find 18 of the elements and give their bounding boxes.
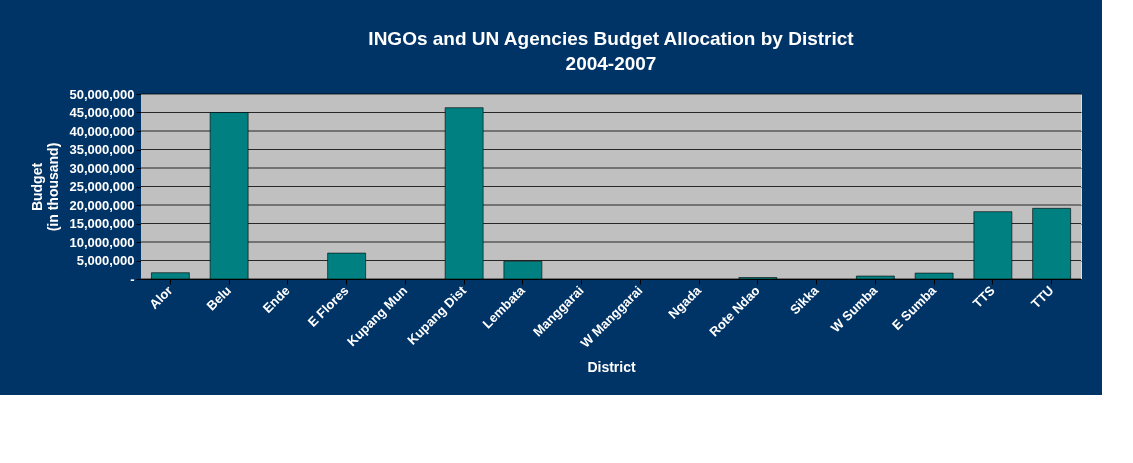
- y-tick-label: 15,000,000: [69, 216, 135, 231]
- y-tick-label: 30,000,000: [69, 160, 135, 176]
- y-tick-label: 5,000,000: [76, 253, 135, 268]
- y-tick-label: 40,000,000: [69, 123, 135, 139]
- y-tick-label: 45,000,000: [69, 105, 135, 120]
- y-tick-label: 35,000,000: [69, 142, 135, 157]
- x-axis-title: District: [587, 358, 636, 375]
- y-tick-label: 10,000,000: [69, 234, 135, 250]
- y-tick-label: 20,000,000: [69, 197, 135, 213]
- x-tick-label: TTS: [969, 282, 999, 311]
- chart-subtitle: 2004-2007: [565, 53, 657, 74]
- y-tick-label: 50,000,000: [69, 86, 135, 102]
- y-axis-title: Budget (in thousand): [29, 142, 62, 232]
- y-tick-label: 25,000,000: [69, 179, 135, 194]
- x-tick-label: TTU: [1028, 282, 1057, 312]
- x-tick-label: Alor: [146, 282, 176, 312]
- chart-title: INGOs and UN Agencies Budget Allocation by District: [368, 28, 855, 49]
- y-tick-label: -: [130, 271, 135, 287]
